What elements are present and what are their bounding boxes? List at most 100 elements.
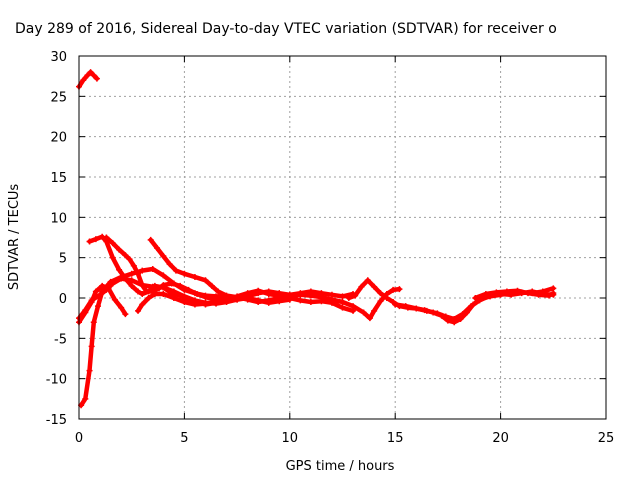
data-point-arc-a [90, 72, 97, 79]
data-point-arc-f [130, 262, 137, 269]
data-point-arc-f [168, 280, 175, 287]
data-point-arc-b [149, 265, 156, 272]
data-point-arc-d [88, 297, 95, 304]
y-axis-label: SDTVAR / TECUs [7, 184, 22, 291]
data-point-arc-e [139, 290, 146, 297]
data-point-arc-e [86, 238, 93, 245]
series-line-arc-h [148, 237, 402, 321]
data-point-arc-h [276, 295, 283, 301]
data-point-arc-e [135, 288, 142, 295]
y-tick-label: -15 [46, 413, 67, 428]
y-tick-label: 5 [59, 252, 67, 267]
data-point-arc-k [493, 289, 500, 296]
data-point-arc-f [307, 299, 314, 306]
x-tick-label: 15 [387, 431, 404, 446]
data-point-arc-d [339, 293, 346, 300]
data-point-arc-h [360, 309, 367, 316]
y-tick-label: 30 [50, 50, 67, 65]
data-point-arc-h [371, 307, 378, 314]
data-point-arc-e [99, 233, 106, 240]
y-tick-label: -10 [46, 373, 67, 388]
y-tick-label: 0 [59, 292, 67, 307]
data-point-arc-c [118, 304, 125, 311]
data-point-arc-f [103, 234, 110, 241]
data-point-arc-e [109, 254, 116, 261]
data-point-arc-i [358, 283, 365, 290]
data-point-arc-h [172, 267, 179, 274]
x-tick-label: 25 [598, 431, 615, 446]
data-point-arc-g [139, 301, 146, 308]
data-point-arc-b [94, 303, 101, 310]
data-point-arc-d [97, 291, 104, 298]
data-point-arc-e [177, 292, 184, 299]
data-point-arc-e [128, 282, 135, 289]
data-point-arc-j [459, 311, 466, 318]
data-point-arc-c [111, 296, 118, 303]
data-point-arc-k [482, 290, 489, 297]
data-point-arc-g [170, 295, 177, 301]
data-point-arc-f [135, 270, 142, 277]
data-point-arc-f [116, 246, 123, 253]
data-point-arc-f [297, 297, 304, 304]
data-point-arc-f [177, 282, 184, 289]
data-point-arc-h [366, 315, 373, 322]
data-point-arc-c [92, 288, 99, 295]
y-tick-label: 15 [50, 171, 67, 186]
data-point-arc-h [396, 286, 403, 293]
data-point-arc-j [423, 307, 430, 314]
data-point-arc-g [135, 307, 142, 314]
data-point-arc-g [191, 301, 198, 308]
data-point-arc-g [202, 300, 209, 307]
data-point-arc-g [181, 299, 188, 306]
data-point-arc-e [122, 275, 129, 282]
data-point-arc-f [185, 286, 192, 293]
data-point-arc-h [244, 296, 251, 303]
data-point-arc-h [255, 299, 262, 306]
data-point-arc-j [392, 301, 399, 308]
data-point-arc-e [92, 236, 99, 243]
data-point-arc-f [126, 256, 133, 263]
data-point-arc-j [468, 303, 475, 310]
data-point-arc-i [383, 295, 390, 301]
data-point-arc-b [86, 367, 93, 374]
data-point-arc-k [514, 287, 521, 294]
data-point-arc-e [116, 266, 123, 273]
y-tick-label: -5 [54, 332, 67, 347]
data-point-arc-a [84, 72, 91, 79]
data-point-arc-h [153, 244, 160, 251]
data-point-arc-f [139, 282, 146, 289]
data-point-arc-b [128, 270, 135, 277]
data-point-arc-d [109, 280, 116, 287]
axis-ticks: 0 5 10 15 20 25 30 25 20 15 10 5 0 -5 -10 -15 [46, 50, 615, 446]
data-point-arc-h [350, 303, 357, 310]
data-point-arc-b [90, 319, 97, 326]
data-point-arc-f [156, 285, 163, 292]
data-point-arc-g [160, 290, 167, 297]
data-point-arc-k [472, 295, 479, 301]
grid-lines [79, 56, 606, 419]
data-point-arc-k [546, 292, 553, 299]
data-point-arc-h [202, 277, 209, 284]
data-point-arc-g [213, 299, 220, 306]
x-axis-label: GPS time / hours [286, 459, 395, 474]
data-point-arc-b [160, 272, 167, 279]
y-tick-label: 25 [50, 90, 67, 105]
data-point-arc-f [265, 290, 272, 297]
data-point-arc-h [181, 270, 188, 277]
data-point-arc-i [364, 277, 371, 284]
data-point-arc-h [286, 293, 293, 300]
y-tick-label: 10 [50, 211, 67, 226]
data-point-arc-f [255, 287, 262, 294]
data-point-arc-h [297, 291, 304, 298]
data-point-arc-f [202, 294, 209, 301]
data-point-arc-h [390, 286, 397, 293]
data-point-arc-h [377, 298, 384, 305]
data-point-arc-b [82, 395, 89, 402]
data-point-arc-a [87, 69, 94, 76]
data-point-arc-c [122, 311, 129, 318]
data-point-arc-h [147, 236, 154, 243]
data-point-arc-d [103, 286, 110, 293]
chart-title: Day 289 of 2016, Sidereal Day-to-day VTE… [15, 21, 557, 37]
series-line-arc-f [104, 235, 356, 314]
